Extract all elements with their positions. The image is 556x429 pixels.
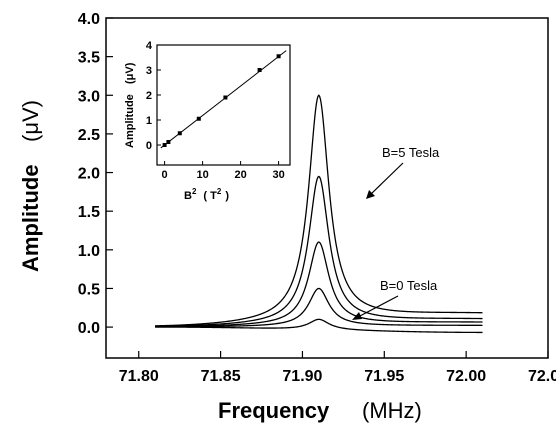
inset-data-point xyxy=(257,68,262,72)
annotation-b5: B=5 Tesla xyxy=(382,145,440,160)
x-axis-label: Frequency xyxy=(218,398,330,423)
y-axis-unit: (μV) xyxy=(18,100,43,142)
main-curves xyxy=(155,94,483,334)
inset-marks xyxy=(160,50,287,149)
x-tick-label: 72.00 xyxy=(446,368,486,385)
inset-x-unit-close: ) xyxy=(225,190,229,202)
inset-x-tick-label: 10 xyxy=(196,169,208,181)
y-tick-label: 3.0 xyxy=(78,88,100,105)
x-axis-unit: (MHz) xyxy=(362,398,422,423)
inset-y-tick-label: 1 xyxy=(146,115,152,127)
x-tick-label: 71.80 xyxy=(119,368,159,385)
x-tick-label: 71.90 xyxy=(282,368,322,385)
inset-x-unit-open: ( T xyxy=(203,190,217,202)
annotation-b0-arrow xyxy=(357,295,399,318)
inset-y-unit: (μV) xyxy=(124,62,136,84)
inset-data-point xyxy=(162,143,167,147)
y-tick-label: 0.5 xyxy=(78,281,100,298)
inset-y-label: Amplitude xyxy=(124,94,136,148)
x-tick-label: 72.05 xyxy=(528,368,556,385)
x-tick-label: 71.95 xyxy=(364,368,404,385)
y-tick-label: 2.5 xyxy=(78,127,100,144)
y-tick-label: 4.0 xyxy=(78,11,100,28)
plot-frame xyxy=(105,17,549,359)
inset-data-point xyxy=(166,140,171,144)
y-tick-label: 0.0 xyxy=(78,320,100,337)
inset-data-point xyxy=(196,116,201,121)
annotation-b5-arrow xyxy=(369,162,404,196)
inset-y-tick-label: 0 xyxy=(146,140,152,152)
annotation-b5-arrowhead xyxy=(366,190,375,199)
inset-x-tick-label: 20 xyxy=(234,169,246,181)
inset-x-tick-label: 0 xyxy=(162,169,168,181)
inset-x-unit-sup: 2 xyxy=(217,187,222,196)
inset-data-point xyxy=(276,54,281,59)
series-line-2 xyxy=(155,241,483,328)
y-tick-label: 2.0 xyxy=(78,166,100,183)
main-ticks: 71.80 71.85 71.90 71.95 72.00 72.05 0.0 0.5 1.0 1… xyxy=(78,11,556,385)
annotation-b0-arrowhead xyxy=(352,312,362,320)
inset-x-label-base: B xyxy=(184,190,192,202)
inset-y-tick-label: 2 xyxy=(146,90,152,102)
y-axis-label: Amplitude xyxy=(18,164,43,272)
inset-y-tick-label: 4 xyxy=(146,40,153,52)
y-tick-label: 1.5 xyxy=(78,204,100,221)
inset-x-label-sup: 2 xyxy=(192,187,197,196)
x-tick-label: 71.85 xyxy=(201,368,241,385)
series-line-3 xyxy=(155,175,483,327)
inset-x-tick-label: 30 xyxy=(272,169,284,181)
series-line-1 xyxy=(155,287,483,328)
inset-data-point xyxy=(177,131,182,136)
annotation-b0: B=0 Tesla xyxy=(380,278,438,293)
inset-ticks: 0 10 20 30 0 1 2 3 4 xyxy=(146,40,285,181)
series-line-0 xyxy=(155,318,483,334)
inset-y-tick-label: 3 xyxy=(146,65,152,77)
y-tick-label: 3.5 xyxy=(78,50,100,67)
inset-x-label: B2( T2) xyxy=(184,187,229,202)
inset-data-point xyxy=(223,95,228,100)
y-tick-label: 1.0 xyxy=(78,243,100,260)
series-line-4 xyxy=(155,94,483,327)
